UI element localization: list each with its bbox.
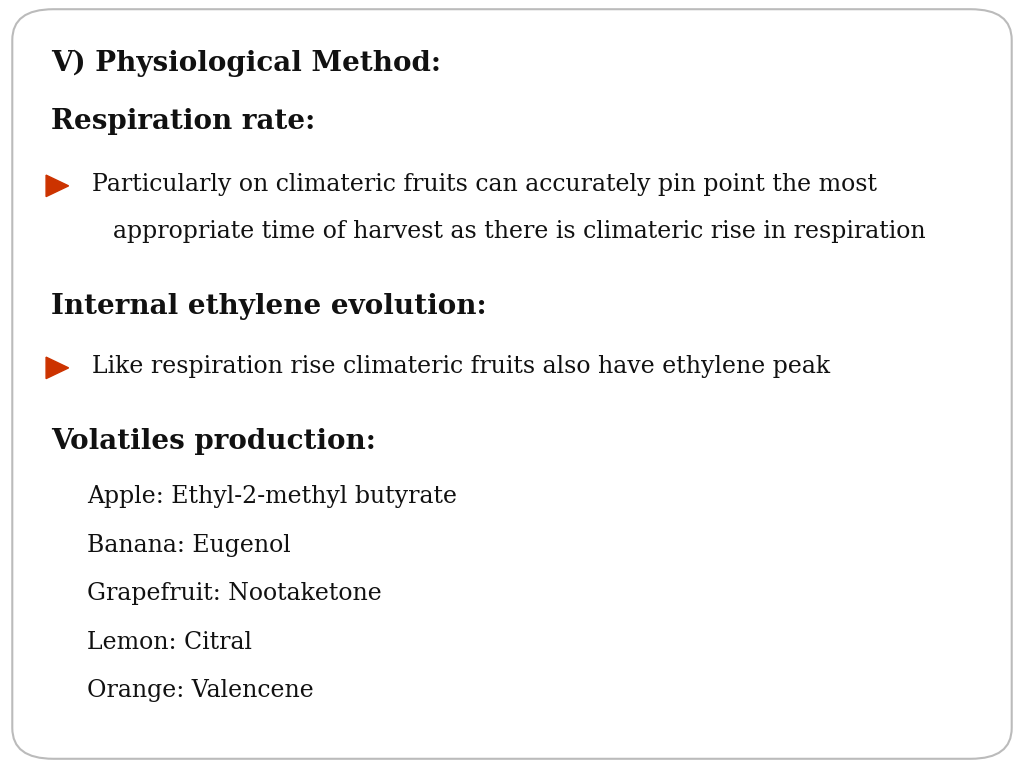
Text: Respiration rate:: Respiration rate: [51, 108, 315, 134]
Text: Orange: Valencene: Orange: Valencene [87, 679, 313, 702]
Text: Apple: Ethyl-2-methyl butyrate: Apple: Ethyl-2-methyl butyrate [87, 485, 457, 508]
Text: Grapefruit: Nootaketone: Grapefruit: Nootaketone [87, 582, 382, 605]
Text: Banana: Eugenol: Banana: Eugenol [87, 534, 291, 557]
Text: Volatiles production:: Volatiles production: [51, 428, 376, 455]
Text: appropriate time of harvest as there is climateric rise in respiration: appropriate time of harvest as there is … [113, 220, 926, 243]
Text: Particularly on climateric fruits can accurately pin point the most: Particularly on climateric fruits can ac… [92, 173, 878, 196]
Text: V) Physiological Method:: V) Physiological Method: [51, 50, 441, 78]
Text: Internal ethylene evolution:: Internal ethylene evolution: [51, 293, 486, 320]
Text: Like respiration rise climateric fruits also have ethylene peak: Like respiration rise climateric fruits … [92, 355, 830, 378]
Polygon shape [46, 175, 69, 197]
Polygon shape [46, 357, 69, 379]
Text: Lemon: Citral: Lemon: Citral [87, 631, 252, 654]
FancyBboxPatch shape [12, 9, 1012, 759]
